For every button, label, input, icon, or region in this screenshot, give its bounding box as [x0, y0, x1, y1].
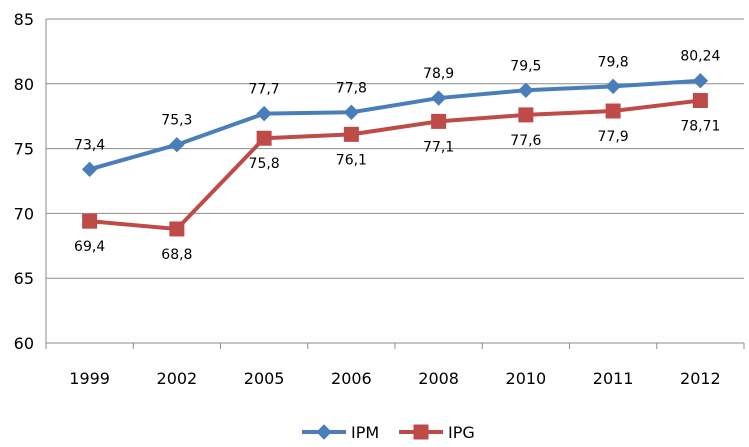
data-label: 68,8	[161, 247, 192, 263]
legend: IPM IPG	[302, 423, 475, 442]
series-line	[87, 78, 703, 172]
data-label: 79,8	[598, 54, 629, 70]
x-tick-label: 2006	[331, 369, 372, 388]
data-point	[605, 78, 621, 95]
data-point	[343, 104, 360, 121]
data-point	[692, 93, 708, 109]
data-label: 76,1	[336, 152, 367, 168]
data-point	[169, 137, 185, 153]
data-label: 77,7	[249, 82, 280, 98]
y-tick-label: 70	[14, 204, 34, 223]
data-point	[343, 126, 359, 142]
data-point	[692, 72, 709, 89]
series-ipg	[82, 93, 708, 237]
data-point	[518, 107, 534, 123]
x-tick-label: 2002	[157, 369, 198, 388]
data-point	[169, 221, 185, 237]
y-tick-label: 85	[14, 10, 34, 29]
x-tick-label: 2005	[244, 369, 285, 388]
data-labels: 73,4 75,3 77,7 77,8 78,9 79,5 79,8 80,24 69,4 68,…	[74, 49, 720, 263]
data-point	[256, 130, 272, 146]
data-label: 77,8	[336, 80, 367, 96]
data-label: 73,4	[74, 137, 105, 153]
data-label: 77,1	[423, 139, 454, 155]
series-ipm	[81, 72, 709, 178]
series-line	[87, 98, 703, 231]
x-tick-label: 2012	[680, 369, 721, 388]
legend-label: IPM	[351, 423, 379, 442]
legend-item-ipm: IPM	[302, 423, 379, 442]
data-point	[431, 113, 447, 129]
legend-label: IPG	[448, 423, 475, 442]
data-point	[430, 90, 447, 106]
legend-marker	[413, 424, 429, 440]
data-label: 80,24	[680, 49, 720, 65]
y-tick-label: 65	[14, 269, 34, 288]
y-tick-label: 60	[14, 334, 34, 353]
y-tick-label: 80	[14, 75, 34, 94]
x-tick-label: 2008	[418, 369, 459, 388]
series-area	[81, 72, 709, 237]
legend-marker	[316, 424, 332, 440]
gridlines	[46, 18, 744, 279]
data-label: 77,6	[510, 133, 541, 149]
x-tick-label: 2011	[593, 369, 634, 388]
data-label: 77,9	[598, 129, 629, 145]
y-tick-label: 75	[14, 140, 34, 159]
x-tick-label: 2010	[506, 369, 547, 388]
data-label: 79,5	[510, 58, 541, 74]
axes: 60 65 70 75 80 85 1999 2002 2005 2006 2008 2010 2011…	[14, 10, 745, 388]
data-label: 75,3	[161, 113, 192, 129]
legend-item-ipg: IPG	[399, 423, 475, 442]
data-point	[605, 103, 621, 119]
data-label: 78,71	[680, 119, 720, 135]
data-point	[82, 213, 98, 229]
data-point	[81, 161, 98, 178]
data-label: 75,8	[249, 156, 280, 172]
data-point	[518, 82, 534, 98]
x-tick-label: 1999	[69, 369, 110, 388]
data-label: 78,9	[423, 66, 454, 82]
data-label: 69,4	[74, 239, 105, 255]
data-point	[256, 105, 272, 122]
